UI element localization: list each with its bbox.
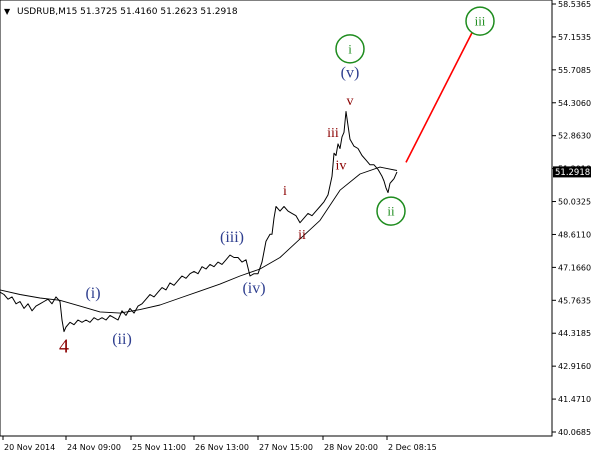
series-layer [0, 32, 473, 333]
x-tick-label: 2 Dec 08:15 [388, 443, 437, 452]
wave-label: iv [336, 159, 347, 174]
x-tick-label: 27 Nov 15:00 [259, 443, 313, 452]
plot-area[interactable] [0, 0, 553, 437]
series-projection [405, 32, 473, 163]
y-tick-label: 41.4710 [558, 395, 591, 404]
y-tick-label: 45.7635 [558, 296, 591, 305]
y-tick-label: 55.7085 [558, 66, 591, 75]
y-tick-label: 48.6110 [558, 230, 591, 239]
wave-label: iii [475, 14, 486, 29]
wave-label: 4 [59, 336, 69, 358]
wave-label: (iii) [220, 229, 244, 246]
x-tick-label: 28 Nov 20:00 [324, 443, 378, 452]
y-tick-label: 52.8630 [558, 132, 591, 141]
wave-label: v [347, 94, 354, 109]
window-title-arrow: ▼ [4, 7, 11, 16]
y-tick-label: 42.9160 [558, 362, 591, 371]
wave-label-circle [376, 196, 406, 226]
price-tag: 51.2918 [553, 166, 591, 178]
wave-label-circle [335, 34, 365, 64]
wave-label: (ii) [112, 331, 132, 348]
wave-label: i [348, 41, 352, 56]
x-tick-label: 20 Nov 2014 [4, 443, 55, 452]
wave-label: ii [298, 228, 306, 243]
x-tick-label: 25 Nov 11:00 [132, 443, 186, 452]
y-axis: 58.5365 57.1535 55.7085 54.3060 52.8630 51.29… [552, 0, 591, 437]
wave-label-circle [465, 6, 495, 36]
wave-label: (iv) [242, 280, 265, 297]
window-title: USDRUB,M15 51.3725 51.4160 51.2623 51.29… [17, 7, 238, 17]
wave-label: iii [327, 126, 339, 141]
y-tick-label: 57.1535 [558, 33, 591, 42]
wave-label: (i) [85, 285, 100, 302]
y-tick-label: 54.3060 [558, 99, 591, 108]
series-price [0, 111, 398, 333]
wave-label: ii [387, 204, 395, 219]
price-tag-box [553, 166, 591, 178]
x-tick-label: 24 Nov 09:00 [67, 443, 121, 452]
wave-label: i [283, 184, 287, 199]
y-tick-label: 47.1660 [558, 263, 591, 272]
x-tick-label: 26 Nov 13:00 [195, 443, 249, 452]
wave-label: (v) [341, 65, 360, 82]
y-tick-label: 40.0685 [558, 428, 591, 437]
price-tag-label: 51.2918 [555, 168, 590, 178]
y-tick-label: 58.5365 [558, 0, 591, 9]
x-axis: 20 Nov 2014 24 Nov 09:00 25 Nov 11:00 26 No… [2, 436, 437, 452]
y-tick-label: 44.3185 [558, 329, 591, 338]
chart-header: ▼ USDRUB,M15 51.3725 51.4160 51.2623 51.… [4, 7, 238, 17]
series-moving-average [0, 166, 398, 314]
y-tick-label: 50.0325 [558, 198, 591, 207]
